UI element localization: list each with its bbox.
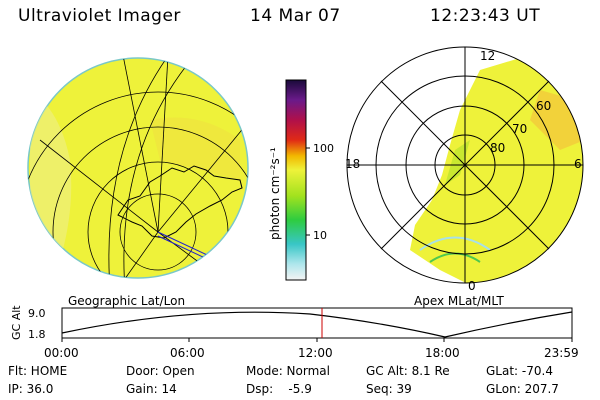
colorbar-tick-10: 10: [313, 229, 327, 242]
lat-label-60: 60: [536, 99, 551, 113]
lat-label-80: 80: [490, 141, 505, 155]
lat-label-70: 70: [512, 122, 527, 136]
altitude-ytick-1-8: 1.8: [28, 328, 46, 341]
mlt-label-0: 0: [468, 279, 476, 293]
status-gain: Gain: 14: [126, 382, 177, 396]
status-dsp: Dsp: -5.9: [246, 382, 312, 396]
mlt-label-12: 12: [480, 49, 495, 63]
status-seq: Seq: 39: [366, 382, 412, 396]
geographic-caption: Geographic Lat/Lon: [68, 294, 185, 308]
status-flt: Flt: HOME: [8, 364, 68, 378]
x-tick-0600: 06:00: [170, 346, 205, 360]
x-tick-0000: 00:00: [44, 346, 79, 360]
x-tick-2359: 23:59: [544, 346, 579, 360]
mlt-label-18: 18: [345, 157, 360, 171]
status-glon: GLon: 207.7: [486, 382, 559, 396]
status-mode: Mode: Normal: [246, 364, 330, 378]
geographic-image: [27, 57, 249, 279]
x-tick-1800: 18:00: [425, 346, 460, 360]
polar-image: 12 18 6 0 60 70 80: [345, 46, 584, 293]
status-ip: IP: 36.0: [8, 382, 54, 396]
mlt-label-6: 6: [574, 157, 582, 171]
date-label: 14 Mar 07: [250, 6, 341, 26]
status-gc-alt: GC Alt: 8.1 Re: [366, 364, 450, 378]
imager-title: Ultraviolet Imager: [18, 6, 181, 26]
x-tick-1200: 12:00: [298, 346, 333, 360]
status-door: Door: Open: [126, 364, 195, 378]
altitude-plot: GC Alt 9.0 1.8 00:00 06:00 12:00 18:00 2…: [10, 305, 579, 360]
altitude-axis-label: GC Alt: [10, 305, 23, 340]
time-label: 12:23:43 UT: [430, 6, 541, 26]
colorbar-tick-100: 100: [313, 142, 334, 155]
status-glat: GLat: -70.4: [486, 364, 553, 378]
colorbar-unit-label: photon cm⁻²s⁻¹: [268, 147, 282, 240]
altitude-ytick-9: 9.0: [28, 307, 46, 320]
altitude-curve: [61, 311, 573, 338]
polar-caption: Apex MLat/MLT: [414, 294, 504, 308]
colorbar: 100 10 photon cm⁻²s⁻¹: [268, 79, 334, 281]
